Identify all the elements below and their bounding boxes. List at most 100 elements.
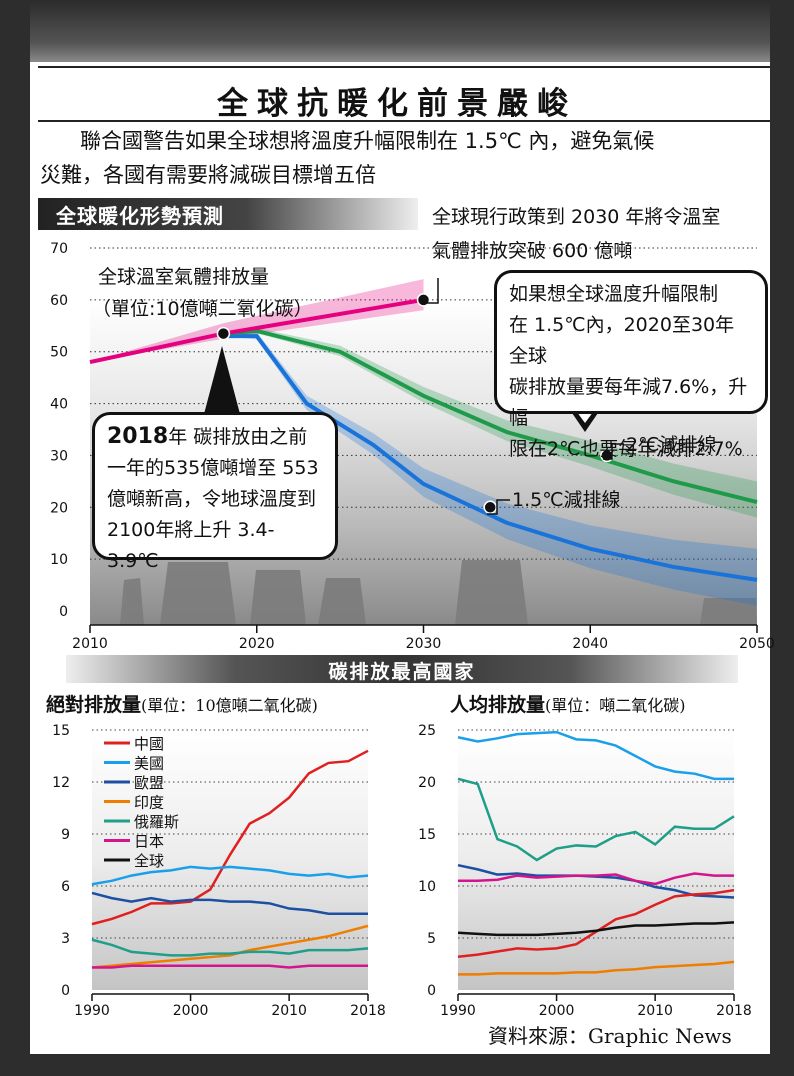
left-series-line [91, 938, 369, 957]
legend-label: 俄羅斯 [134, 813, 179, 831]
left-series-line [91, 924, 369, 969]
frame-left [0, 0, 30, 1076]
right-x-tick-label: 2000 [539, 1003, 575, 1019]
annotation-policy-line2: 氣體排放突破 600 億噸 [432, 240, 633, 262]
band-policy [90, 279, 424, 363]
band-15c [223, 332, 757, 606]
bubble-target-line2: 在 1.5℃內，2020至30年全球 [509, 314, 735, 367]
left-series-line [91, 749, 369, 926]
x-tick-label: 2040 [572, 636, 608, 652]
line-2c [223, 328, 758, 505]
left-y-tick-label: 3 [61, 931, 70, 947]
y-tick-label: 10 [50, 552, 68, 568]
frame-bottom [0, 1054, 794, 1076]
right-x-tick-label: 2018 [716, 1003, 752, 1019]
left-series-line [91, 891, 368, 915]
left-lines [91, 749, 369, 969]
left-chart-unit: (單位：10億噸二氧化碳) [141, 696, 318, 715]
leader-policy [424, 278, 439, 304]
left-y-tick-label: 0 [61, 983, 70, 999]
y-tick-label: 50 [50, 345, 68, 361]
legend-label: 中國 [134, 735, 164, 753]
data-point-marker [216, 326, 231, 341]
label-15c-line: 1.5℃減排線 [512, 489, 621, 511]
right-x-tick-label: 1990 [440, 1003, 476, 1019]
bubble-2018: 2018年 碳排放由之前 一年的535億噸增至 553 億噸新高，令地球溫度到 … [92, 412, 338, 572]
legend-label: 歐盟 [134, 774, 164, 792]
left-series-line [92, 964, 368, 969]
y-tick-label: 0 [59, 604, 68, 620]
source-credit: 資料來源：Graphic News [488, 1024, 732, 1048]
right-ticks: 0 5 10 15 20 25 1990 2000 2010 2018 [418, 723, 752, 1019]
section-title-forecast: 全球暖化形勢預測 [56, 204, 224, 228]
left-x-tick-label: 2010 [271, 1003, 307, 1019]
bubble-2018-pointer [204, 346, 240, 414]
frame-right [770, 0, 794, 1076]
frame-top [0, 0, 794, 62]
bubble-2018-year: 2018 [107, 424, 169, 449]
right-y-tick-label: 20 [418, 775, 436, 791]
right-grid [458, 729, 734, 939]
left-series-line [91, 865, 369, 886]
section-title-countries: 碳排放最高國家 [328, 661, 476, 683]
right-x-tick-label: 2010 [637, 1003, 673, 1019]
left-y-tick-label: 6 [61, 879, 70, 895]
right-series-line [458, 960, 735, 976]
right-lines [457, 730, 735, 976]
right-y-tick-label: 25 [418, 723, 436, 739]
left-x-tick-label: 2018 [350, 1003, 386, 1019]
bubble-2018-line1: 年 碳排放由之前 [168, 426, 308, 448]
intro-line-2: 災難，各國有需要將減碳目標增五倍 [40, 163, 376, 187]
y-tick-label: 70 [50, 241, 68, 257]
right-chart-unit: (單位：噸二氧化碳) [545, 696, 686, 715]
leader-15c [487, 499, 510, 515]
intro-line-1: 聯合國警告如果全球想將溫度升幅限制在 1.5℃ 內，避免氣候 [80, 129, 655, 153]
left-y-tick-label: 15 [52, 723, 70, 739]
x-tick-label: 2010 [72, 636, 108, 652]
ghg-label-line1: 全球溫室氣體排放量 [98, 266, 270, 288]
right-y-tick-label: 10 [418, 879, 436, 895]
x-tick-label: 2050 [739, 636, 775, 652]
bubble-target: 如果想全球溫度升幅限制 在 1.5℃內，2020至30年全球 碳排放量要每年減7… [494, 270, 768, 460]
y-tick-label: 20 [50, 500, 68, 516]
left-chart-header: 絕對排放量(單位：10億噸二氧化碳) [46, 690, 318, 717]
title-rule-top [38, 66, 770, 68]
annotation-policy-line1: 全球現行政策到 2030 年將令溫室 [432, 206, 721, 228]
forecast-y-ticks: 0 10 20 30 40 50 60 70 [50, 241, 68, 620]
right-y-tick-label: 5 [427, 931, 436, 947]
bottom-charts: 0 3 6 9 12 15 1990 2000 2010 2018 0 5 10 15 20 25 1990 2… [52, 723, 752, 1019]
bubble-2018-line2: 一年的535億噸增至 553 [107, 457, 319, 479]
right-series-line [457, 730, 734, 781]
left-ticks: 0 3 6 9 12 15 1990 2000 2010 2018 [52, 723, 386, 1019]
bubble-2018-line4: 2100年將上升 3.4-3.9℃ [107, 519, 275, 572]
bubble-2018-line3: 億噸新高，令地球溫度到 [107, 488, 317, 510]
y-tick-label: 60 [50, 293, 68, 309]
bubble-target-line4: 限在2℃也要每年減排2.7% [509, 438, 743, 460]
page-title: 全球抗暖化前景嚴峻 [217, 86, 577, 122]
left-x-tick-label: 2000 [173, 1003, 209, 1019]
left-plot-bg [92, 730, 368, 990]
x-tick-label: 2020 [239, 636, 275, 652]
right-series-line [457, 921, 735, 937]
cooling-towers [120, 560, 757, 625]
ghg-label-line2: （單位:10億噸二氧化碳） [92, 298, 313, 320]
label-2c-line: 2℃減排線 [626, 434, 717, 456]
left-x-tick-label: 1990 [74, 1003, 110, 1019]
left-chart-title: 絕對排放量 [46, 694, 142, 716]
right-series-line [458, 872, 734, 886]
section-header-forecast: 全球暖化形勢預測 [38, 198, 418, 230]
left-y-tick-label: 9 [61, 827, 70, 843]
legend-label: 印度 [134, 794, 164, 812]
legend-label: 美國 [134, 755, 164, 773]
title-rule-bottom [38, 120, 770, 122]
right-series-line [457, 777, 735, 862]
legend-label: 全球 [134, 852, 164, 870]
section-header-countries: 碳排放最高國家 [66, 655, 738, 683]
left-y-tick-label: 12 [52, 775, 70, 791]
right-y-tick-label: 0 [427, 983, 436, 999]
y-tick-label: 40 [50, 397, 68, 413]
y-tick-label: 30 [50, 448, 68, 464]
